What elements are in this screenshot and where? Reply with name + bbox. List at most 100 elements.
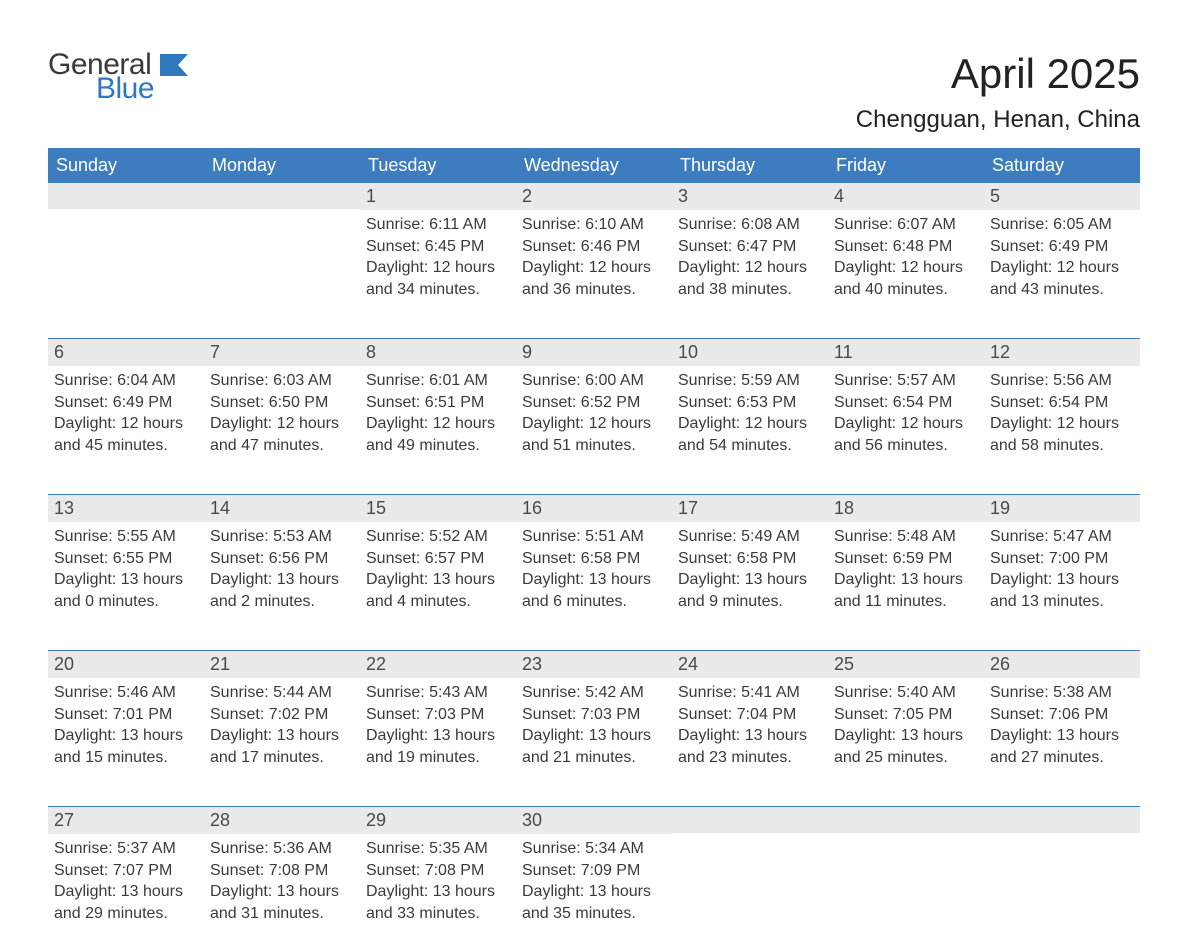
daylight-text: Daylight: 12 hours and 36 minutes.: [522, 257, 666, 300]
sunset-text: Sunset: 6:47 PM: [678, 236, 822, 258]
daylight-text: Daylight: 12 hours and 56 minutes.: [834, 413, 978, 456]
weekday-label: Thursday: [672, 148, 828, 183]
weekday-label: Saturday: [984, 148, 1140, 183]
calendar-cell: 6 Sunrise: 6:04 AMSunset: 6:49 PMDaylight…: [48, 339, 204, 476]
sunset-text: Sunset: 6:46 PM: [522, 236, 666, 258]
daylight-text: Daylight: 13 hours and 0 minutes.: [54, 569, 198, 612]
calendar-cell: 8Sunrise: 6:01 AMSunset: 6:51 PMDaylight…: [360, 339, 516, 476]
sunset-text: Sunset: 6:49 PM: [990, 236, 1134, 258]
cell-body: Sunrise: 5:38 AMSunset: 7:06 PMDaylight:…: [984, 678, 1140, 788]
daylight-text: Daylight: 13 hours and 25 minutes.: [834, 725, 978, 768]
day-number: 6: [48, 339, 204, 366]
calendar-cell: 14Sunrise: 5:53 AMSunset: 6:56 PMDayligh…: [204, 495, 360, 632]
sunrise-text: Sunrise: 5:38 AM: [990, 682, 1134, 704]
sunset-text: Sunset: 6:59 PM: [834, 548, 978, 570]
cell-body: [204, 209, 360, 319]
day-number: 21: [204, 651, 360, 678]
sunrise-text: Sunrise: 6:11 AM: [366, 214, 510, 236]
daylight-text: Daylight: 13 hours and 11 minutes.: [834, 569, 978, 612]
day-number: 1: [360, 183, 516, 210]
calendar-cell: 24Sunrise: 5:41 AMSunset: 7:04 PMDayligh…: [672, 651, 828, 788]
calendar-week: 13Sunrise: 5:55 AMSunset: 6:55 PMDayligh…: [48, 494, 1140, 632]
cell-body: Sunrise: 5:51 AMSunset: 6:58 PMDaylight:…: [516, 522, 672, 632]
calendar-week: 20Sunrise: 5:46 AMSunset: 7:01 PMDayligh…: [48, 650, 1140, 788]
cell-body: Sunrise: 5:57 AMSunset: 6:54 PMDaylight:…: [828, 366, 984, 476]
weekday-label: Friday: [828, 148, 984, 183]
sunset-text: Sunset: 7:02 PM: [210, 704, 354, 726]
calendar-cell: 18Sunrise: 5:48 AMSunset: 6:59 PMDayligh…: [828, 495, 984, 632]
cell-body: Sunrise: 5:48 AMSunset: 6:59 PMDaylight:…: [828, 522, 984, 632]
daylight-text: Daylight: 13 hours and 17 minutes.: [210, 725, 354, 768]
sunset-text: Sunset: 6:54 PM: [990, 392, 1134, 414]
cell-body: Sunrise: 5:55 AMSunset: 6:55 PMDaylight:…: [48, 522, 204, 632]
day-number: 8: [360, 339, 516, 366]
daylight-text: Daylight: 13 hours and 19 minutes.: [366, 725, 510, 768]
sunrise-text: Sunrise: 6:00 AM: [522, 370, 666, 392]
cell-body: Sunrise: 5:40 AMSunset: 7:05 PMDaylight:…: [828, 678, 984, 788]
daylight-text: Daylight: 13 hours and 21 minutes.: [522, 725, 666, 768]
daylight-text: Daylight: 13 hours and 2 minutes.: [210, 569, 354, 612]
day-number: 30: [516, 807, 672, 834]
cell-body: Sunrise: 5:59 AMSunset: 6:53 PMDaylight:…: [672, 366, 828, 476]
day-number: 28: [204, 807, 360, 834]
calendar-cell: 11Sunrise: 5:57 AMSunset: 6:54 PMDayligh…: [828, 339, 984, 476]
calendar-cell: 2Sunrise: 6:10 AMSunset: 6:46 PMDaylight…: [516, 183, 672, 320]
sunset-text: Sunset: 6:49 PM: [54, 392, 198, 414]
sunset-text: Sunset: 6:51 PM: [366, 392, 510, 414]
calendar-cell: 29Sunrise: 5:35 AMSunset: 7:08 PMDayligh…: [360, 807, 516, 944]
sunrise-text: Sunrise: 5:56 AM: [990, 370, 1134, 392]
day-number: 27: [48, 807, 204, 834]
sunrise-text: Sunrise: 5:55 AM: [54, 526, 198, 548]
cell-body: Sunrise: 6:03 AMSunset: 6:50 PMDaylight:…: [204, 366, 360, 476]
calendar-cell: 23Sunrise: 5:42 AMSunset: 7:03 PMDayligh…: [516, 651, 672, 788]
sunset-text: Sunset: 6:54 PM: [834, 392, 978, 414]
sunrise-text: Sunrise: 5:47 AM: [990, 526, 1134, 548]
calendar-cell: 10Sunrise: 5:59 AMSunset: 6:53 PMDayligh…: [672, 339, 828, 476]
daylight-text: Daylight: 12 hours and 40 minutes.: [834, 257, 978, 300]
daylight-text: Daylight: 12 hours and 47 minutes.: [210, 413, 354, 456]
calendar-cell: 12Sunrise: 5:56 AMSunset: 6:54 PMDayligh…: [984, 339, 1140, 476]
calendar-cell: 15Sunrise: 5:52 AMSunset: 6:57 PMDayligh…: [360, 495, 516, 632]
sunrise-text: Sunrise: 6:04 AM: [54, 370, 198, 392]
daylight-text: Daylight: 12 hours and 45 minutes.: [54, 413, 198, 456]
day-number: 7: [204, 339, 360, 366]
day-number: 20: [48, 651, 204, 678]
sunrise-text: Sunrise: 5:49 AM: [678, 526, 822, 548]
calendar-cell: 16Sunrise: 5:51 AMSunset: 6:58 PMDayligh…: [516, 495, 672, 632]
weekday-label: Tuesday: [360, 148, 516, 183]
cell-body: Sunrise: 6:05 AMSunset: 6:49 PMDaylight:…: [984, 210, 1140, 320]
sunset-text: Sunset: 7:05 PM: [834, 704, 978, 726]
header: General Blue April 2025 Chengguan, Henan…: [48, 50, 1140, 134]
calendar-cell: 1Sunrise: 6:11 AMSunset: 6:45 PMDaylight…: [360, 183, 516, 320]
sunset-text: Sunset: 6:48 PM: [834, 236, 978, 258]
daylight-text: Daylight: 12 hours and 54 minutes.: [678, 413, 822, 456]
daylight-text: Daylight: 13 hours and 13 minutes.: [990, 569, 1134, 612]
calendar-cell: 25Sunrise: 5:40 AMSunset: 7:05 PMDayligh…: [828, 651, 984, 788]
sunrise-text: Sunrise: 6:08 AM: [678, 214, 822, 236]
cell-body: [828, 833, 984, 943]
sunset-text: Sunset: 7:03 PM: [522, 704, 666, 726]
daylight-text: Daylight: 13 hours and 27 minutes.: [990, 725, 1134, 768]
cell-body: Sunrise: 5:53 AMSunset: 6:56 PMDaylight:…: [204, 522, 360, 632]
sunset-text: Sunset: 6:53 PM: [678, 392, 822, 414]
sunset-text: Sunset: 6:56 PM: [210, 548, 354, 570]
daylight-text: Daylight: 13 hours and 9 minutes.: [678, 569, 822, 612]
sunrise-text: Sunrise: 6:10 AM: [522, 214, 666, 236]
daylight-text: Daylight: 12 hours and 38 minutes.: [678, 257, 822, 300]
calendar-cell: 26Sunrise: 5:38 AMSunset: 7:06 PMDayligh…: [984, 651, 1140, 788]
cell-body: Sunrise: 5:46 AMSunset: 7:01 PMDaylight:…: [48, 678, 204, 788]
sunrise-text: Sunrise: 5:53 AM: [210, 526, 354, 548]
daylight-text: Daylight: 13 hours and 6 minutes.: [522, 569, 666, 612]
day-number: 15: [360, 495, 516, 522]
flag-icon: [160, 54, 190, 81]
calendar-cell: 19Sunrise: 5:47 AMSunset: 7:00 PMDayligh…: [984, 495, 1140, 632]
location-label: Chengguan, Henan, China: [856, 106, 1140, 134]
sunset-text: Sunset: 7:08 PM: [366, 860, 510, 882]
cell-body: Sunrise: 5:52 AMSunset: 6:57 PMDaylight:…: [360, 522, 516, 632]
cell-body: Sunrise: 6:01 AMSunset: 6:51 PMDaylight:…: [360, 366, 516, 476]
cell-body: Sunrise: 5:37 AMSunset: 7:07 PMDaylight:…: [48, 834, 204, 944]
calendar-cell: [828, 807, 984, 944]
day-number: 12: [984, 339, 1140, 366]
day-number: 14: [204, 495, 360, 522]
sunset-text: Sunset: 7:01 PM: [54, 704, 198, 726]
